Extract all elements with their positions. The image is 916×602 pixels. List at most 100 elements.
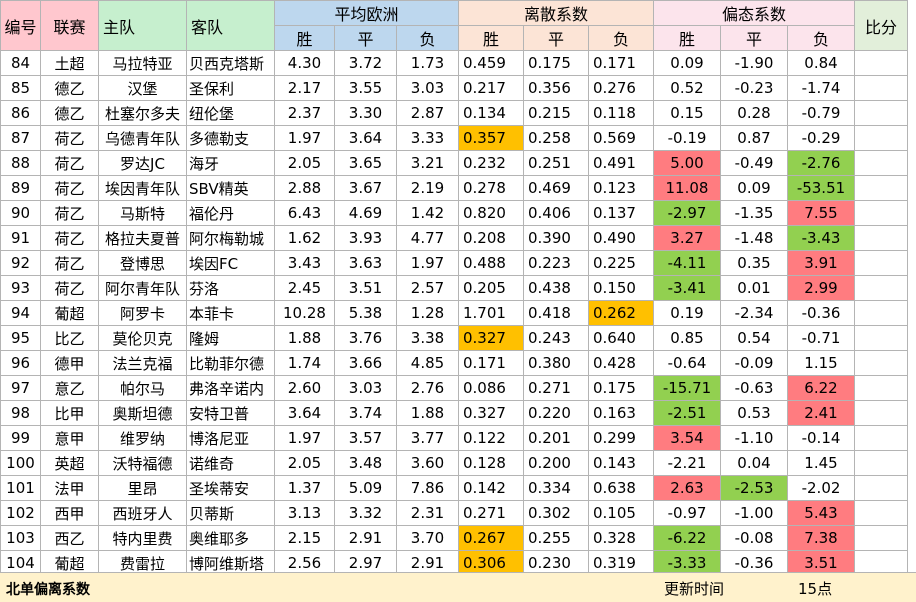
dispersion-draw: 0.334 — [523, 475, 589, 501]
table-row: 92 荷乙 登博思 埃因FC 3.43 3.63 1.97 0.488 0.223 0.225 -4… — [0, 250, 908, 276]
dispersion-win: 0.086 — [458, 375, 524, 401]
table-row: 97 意乙 帕尔马 弗洛辛诺内 2.60 3.03 2.76 0.086 0.271 0.175-… — [0, 375, 908, 401]
euro-odds-loss: 1.97 — [396, 250, 459, 276]
row-away-team: 博阿维斯塔 — [186, 550, 275, 576]
dispersion-draw: 0.223 — [523, 250, 589, 276]
dispersion-loss: 0.328 — [588, 525, 654, 551]
euro-odds-win: 3.43 — [274, 250, 335, 276]
row-score — [854, 175, 908, 201]
row-home-team: 登博思 — [98, 250, 187, 276]
dispersion-win: 0.171 — [458, 350, 524, 376]
deviation-draw: 0.54 — [720, 325, 788, 351]
row-away-team: 安特卫普 — [186, 400, 275, 426]
deviation-win: -15.71 — [653, 375, 721, 401]
dispersion-draw: 0.438 — [523, 275, 589, 301]
dispersion-win: 0.205 — [458, 275, 524, 301]
euro-odds-loss: 2.31 — [396, 500, 459, 526]
header-euro-loss: 负 — [396, 25, 459, 51]
dispersion-loss: 0.118 — [588, 100, 654, 126]
row-score — [854, 350, 908, 376]
euro-odds-win: 2.45 — [274, 275, 335, 301]
row-home-team: 汉堡 — [98, 75, 187, 101]
dispersion-draw: 0.175 — [523, 50, 589, 76]
header-euro-win: 胜 — [274, 25, 335, 51]
row-league: 荷乙 — [40, 275, 99, 301]
deviation-win: -4.11 — [653, 250, 721, 276]
euro-odds-win: 2.60 — [274, 375, 335, 401]
row-home-team: 法兰克福 — [98, 350, 187, 376]
row-league: 西乙 — [40, 525, 99, 551]
row-score — [854, 450, 908, 476]
row-score — [854, 150, 908, 176]
row-id: 100 — [0, 450, 41, 476]
euro-odds-loss: 1.88 — [396, 400, 459, 426]
deviation-loss: -2.02 — [787, 475, 855, 501]
header-row-top: 编号 联赛 主队 客队 平均欧洲 离散系数 偏态系数 比分 — [0, 0, 908, 51]
deviation-loss: -0.29 — [787, 125, 855, 151]
deviation-win: 0.09 — [653, 50, 721, 76]
row-league: 荷乙 — [40, 125, 99, 151]
deviation-loss: -0.14 — [787, 425, 855, 451]
dispersion-draw: 0.255 — [523, 525, 589, 551]
row-home-team: 杜塞尔多夫 — [98, 100, 187, 126]
row-away-team: 博洛尼亚 — [186, 425, 275, 451]
euro-odds-draw: 3.66 — [334, 350, 397, 376]
euro-odds-loss: 3.03 — [396, 75, 459, 101]
dispersion-loss: 0.299 — [588, 425, 654, 451]
dispersion-loss: 0.262 — [588, 300, 654, 326]
deviation-loss: -1.74 — [787, 75, 855, 101]
row-away-team: SBV精英 — [186, 175, 275, 201]
header-score: 比分 — [854, 0, 908, 51]
dispersion-draw: 0.390 — [523, 225, 589, 251]
euro-odds-win: 3.64 — [274, 400, 335, 426]
deviation-loss: 6.22 — [787, 375, 855, 401]
euro-odds-win: 1.97 — [274, 425, 335, 451]
euro-odds-win: 2.05 — [274, 450, 335, 476]
row-league: 意乙 — [40, 375, 99, 401]
row-id: 102 — [0, 500, 41, 526]
deviation-draw: -2.53 — [720, 475, 788, 501]
deviation-draw: -1.90 — [720, 50, 788, 76]
euro-odds-draw: 3.30 — [334, 100, 397, 126]
dispersion-win: 0.122 — [458, 425, 524, 451]
row-score — [854, 100, 908, 126]
header-dev-draw: 平 — [720, 25, 788, 51]
deviation-win: 0.85 — [653, 325, 721, 351]
dispersion-draw: 0.406 — [523, 200, 589, 226]
row-id: 96 — [0, 350, 41, 376]
dispersion-draw: 0.243 — [523, 325, 589, 351]
table-row: 87 荷乙 乌德青年队 多德勒支 1.97 3.64 3.33 0.357 0.258 0.569… — [0, 125, 908, 151]
table-row: 88 荷乙 罗达JC 海牙 2.05 3.65 3.21 0.232 0.251 0.491 5.0… — [0, 150, 908, 176]
row-id: 89 — [0, 175, 41, 201]
deviation-draw: 0.04 — [720, 450, 788, 476]
dispersion-draw: 0.251 — [523, 150, 589, 176]
table-row: 90 荷乙 马斯特 福伦丹 6.43 4.69 1.42 0.820 0.406 0.137 -2.… — [0, 200, 908, 226]
euro-odds-win: 1.62 — [274, 225, 335, 251]
row-league: 德甲 — [40, 350, 99, 376]
euro-odds-draw: 3.74 — [334, 400, 397, 426]
row-id: 92 — [0, 250, 41, 276]
dispersion-win: 0.232 — [458, 150, 524, 176]
row-score — [854, 250, 908, 276]
row-away-team: 隆姆 — [186, 325, 275, 351]
euro-odds-draw: 5.09 — [334, 475, 397, 501]
dispersion-win: 0.142 — [458, 475, 524, 501]
row-id: 99 — [0, 425, 41, 451]
row-away-team: 福伦丹 — [186, 200, 275, 226]
row-away-team: 圣埃蒂安 — [186, 475, 275, 501]
dispersion-win: 0.271 — [458, 500, 524, 526]
dispersion-loss: 0.490 — [588, 225, 654, 251]
deviation-loss: -0.79 — [787, 100, 855, 126]
euro-odds-loss: 7.86 — [396, 475, 459, 501]
row-score — [854, 275, 908, 301]
dispersion-loss: 0.225 — [588, 250, 654, 276]
dispersion-draw: 0.418 — [523, 300, 589, 326]
row-home-team: 罗达JC — [98, 150, 187, 176]
row-away-team: 比勒菲尔德 — [186, 350, 275, 376]
table-row: 96 德甲 法兰克福 比勒菲尔德 1.74 3.66 4.85 0.171 0.380 0.428… — [0, 350, 908, 376]
row-league: 德乙 — [40, 75, 99, 101]
euro-odds-win: 2.56 — [274, 550, 335, 576]
table-row: 101 法甲 里昂 圣埃蒂安 1.37 5.09 7.86 0.142 0.334 0.638 2.… — [0, 475, 908, 501]
row-score — [854, 50, 908, 76]
euro-odds-loss: 2.76 — [396, 375, 459, 401]
